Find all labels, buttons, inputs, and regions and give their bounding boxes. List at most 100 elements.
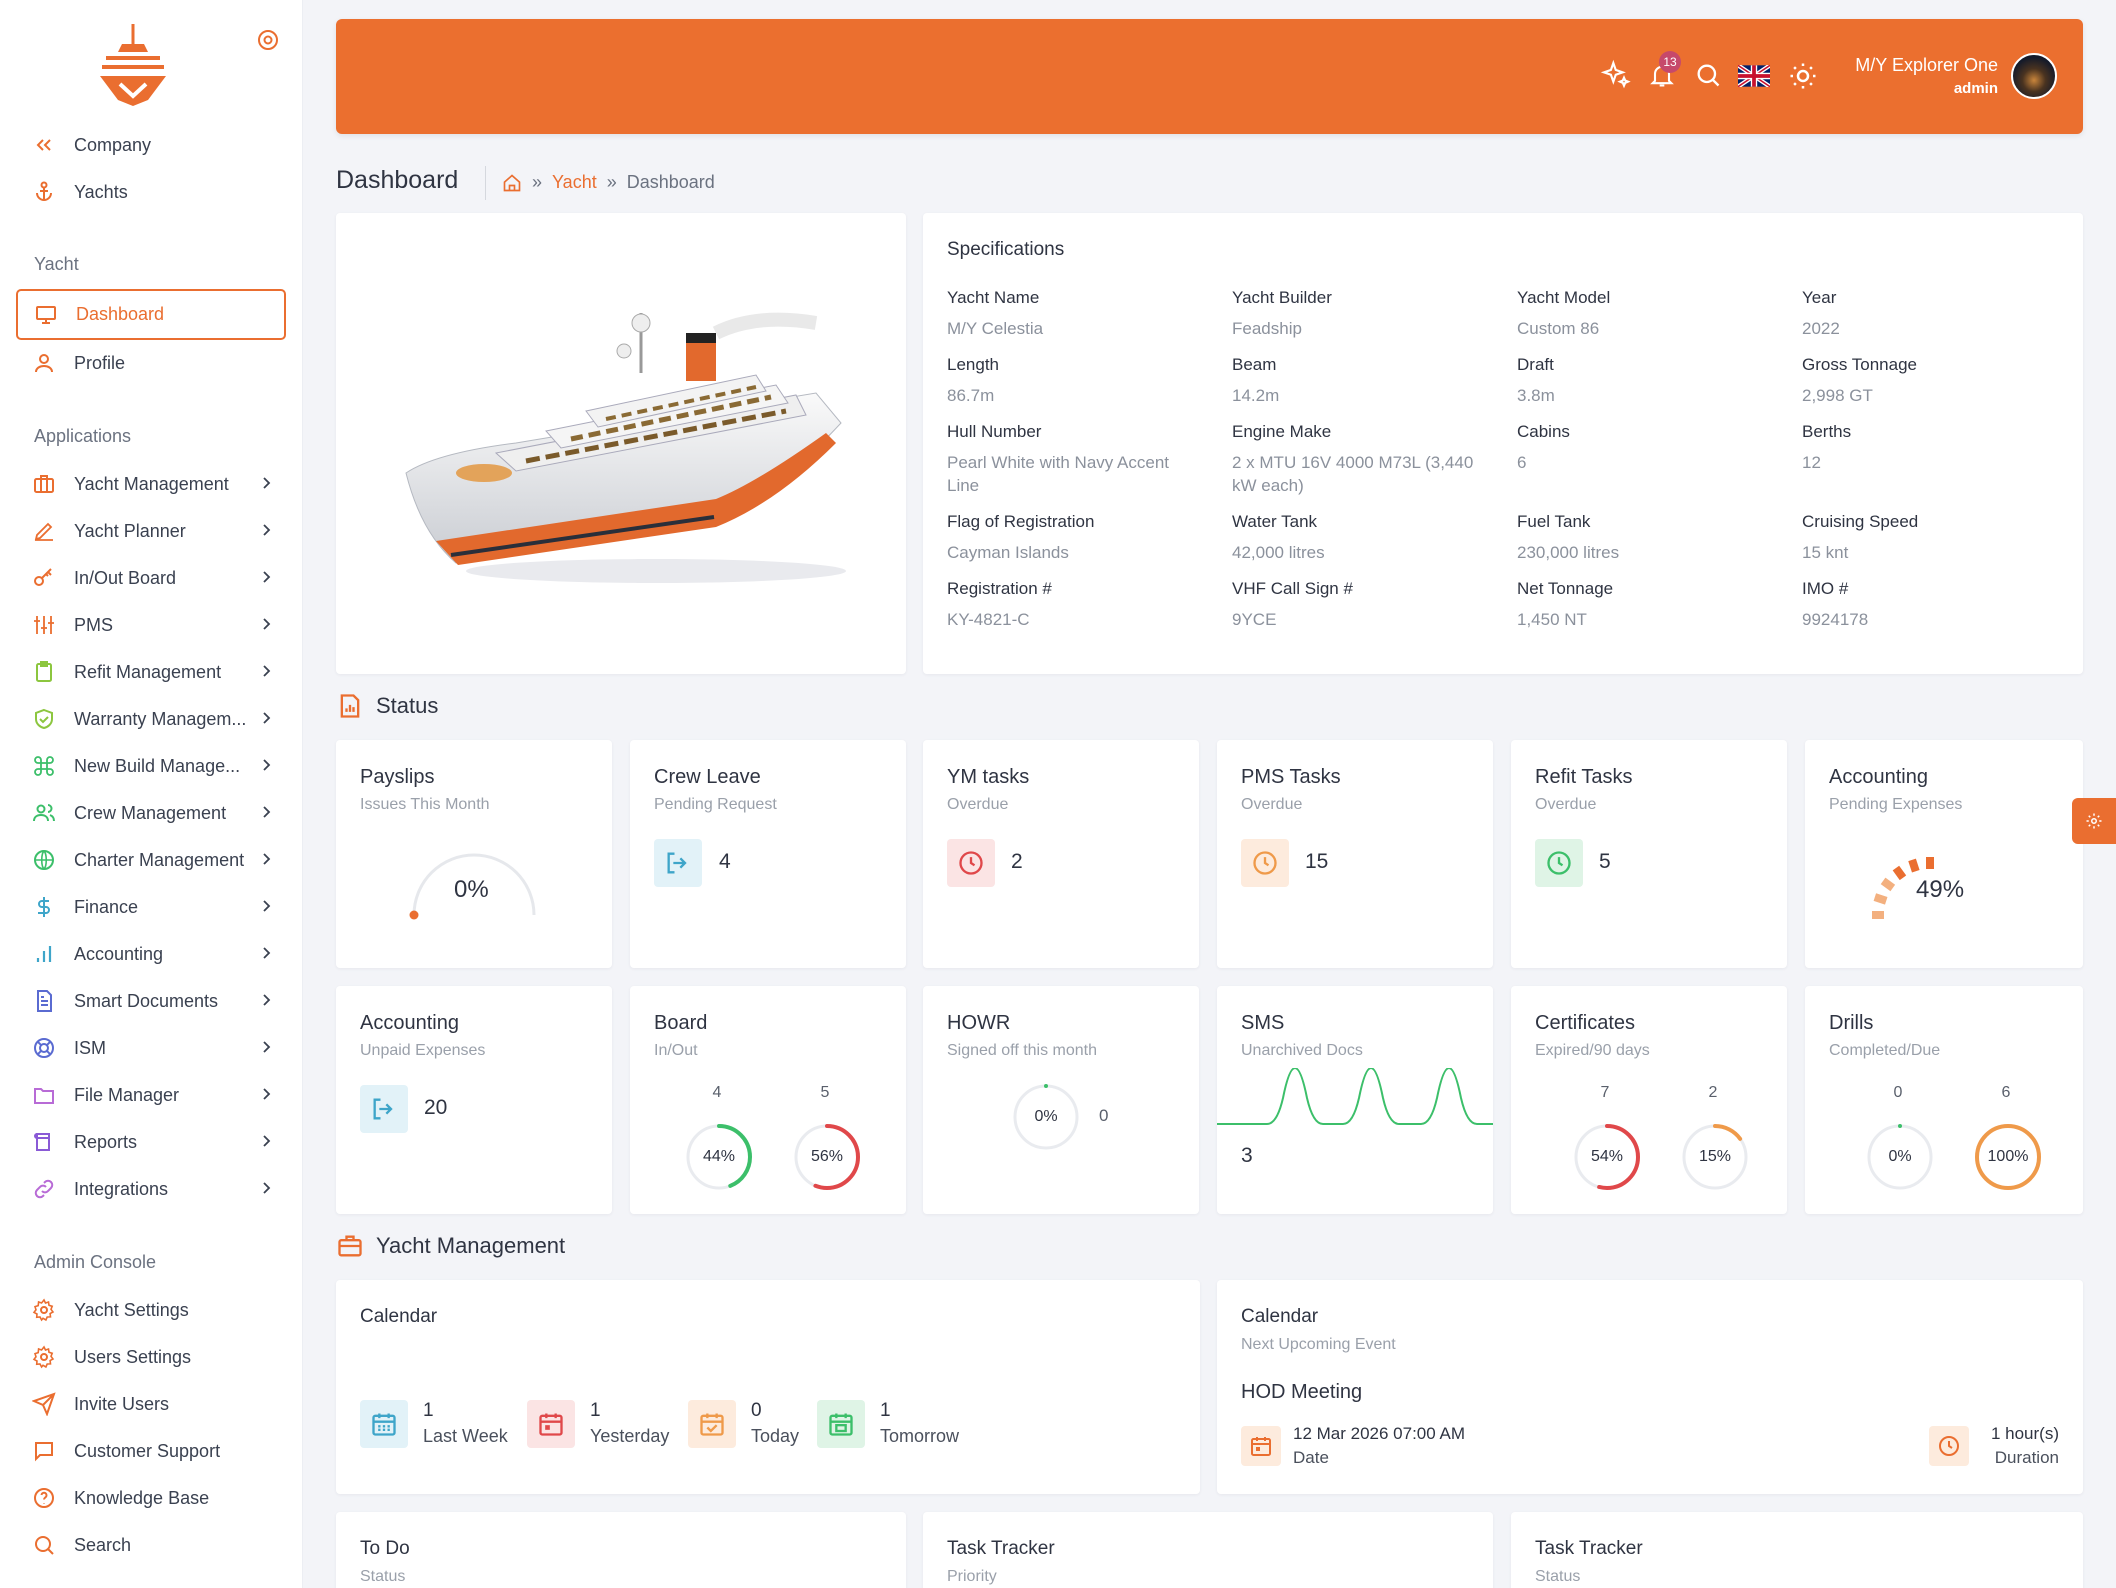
sidebar-item-yachts[interactable]: Yachts [16,169,286,215]
howr-card[interactable]: HOWR Signed off this month 0% 0 [923,986,1199,1214]
spec-value: 3.8m [1517,386,1555,405]
top-header: 13 M/Y Explorer One admin [336,19,2083,134]
spec-label: VHF Call Sign # [1232,579,1353,598]
card-subtitle: Status [1535,1568,1581,1585]
yacht-management-section-title: Yacht Management [336,1232,565,1260]
sidebar-item-file-manager[interactable]: File Manager [16,1072,286,1118]
sidebar-item-label: Crew Management [74,802,227,823]
task-tracker-status-card[interactable]: Task Tracker Status [1511,1512,2083,1588]
card-title: YM tasks [947,766,1030,788]
pms-tasks-card[interactable]: PMS Tasks Overdue 15 [1217,740,1493,968]
clock-icon [1929,1426,1969,1466]
sidebar-item-integrations[interactable]: Integrations [16,1166,286,1212]
sidebar-item-pms[interactable]: PMS [16,602,286,648]
sidebar-item-yacht-planner[interactable]: Yacht Planner [16,508,286,554]
sidebar-item-label: Customer Support [74,1440,221,1461]
spec-value: 15 knt [1802,543,1849,562]
sidebar-item-in-out-board[interactable]: In/Out Board [16,555,286,601]
sidebar-item-dashboard[interactable]: Dashboard [16,289,286,340]
board-card[interactable]: Board In/Out 4 5 44% 56% [630,986,906,1214]
sidebar-pin-icon[interactable] [256,28,280,52]
spec-label: Gross Tonnage [1802,355,1917,374]
sidebar-item-accounting[interactable]: Accounting [16,931,286,977]
calendar-check-icon [688,1400,736,1448]
search-icon[interactable] [1694,61,1722,89]
task-tracker-priority-card[interactable]: Task Tracker Priority [923,1512,1493,1588]
sidebar-item-reports[interactable]: Reports [16,1119,286,1165]
sms-card[interactable]: SMS Unarchived Docs 3 [1217,986,1493,1214]
spec-label: Berths [1802,422,1852,441]
sidebar-item-customer-support[interactable]: Customer Support [16,1428,286,1474]
card-title: Payslips [360,766,435,788]
sparkles-icon[interactable] [1600,59,1632,91]
gear-icon [32,1298,55,1322]
accounting-pending-card[interactable]: Accounting Pending Expenses 49% [1805,740,2083,968]
sidebar-item-search[interactable]: Search [16,1522,286,1568]
sidebar-item-users-settings[interactable]: Users Settings [16,1334,286,1380]
spec-value: Pearl White with Navy Accent Line [947,453,1170,495]
spec-label: Fuel Tank [1517,512,1591,531]
sidebar-item-company[interactable]: Company [16,122,286,168]
sidebar-item-invite-users[interactable]: Invite Users [16,1381,286,1427]
briefcase-icon [34,475,54,493]
sidebar-item-refit-management[interactable]: Refit Management [16,649,286,695]
specifications-title: Specifications [947,239,1065,260]
ym-tasks-card[interactable]: YM tasks Overdue 2 [923,740,1199,968]
chevron-right-icon [263,900,271,912]
chevron-right-icon [263,712,271,724]
theme-settings-button[interactable] [2072,798,2116,844]
specifications-card: Specifications Yacht Name M/Y Celestia Yac… [923,213,2083,674]
accounting-unpaid-card[interactable]: Accounting Unpaid Expenses 20 [336,986,612,1214]
sun-icon[interactable] [1788,61,1818,91]
anchor-icon [36,181,52,201]
sidebar-item-label: Accounting [74,943,164,964]
sidebar-item-warranty-managem[interactable]: Warranty Managem... [16,696,286,742]
sidebar-item-yacht-settings[interactable]: Yacht Settings [16,1287,286,1333]
spec-value: 2022 [1802,319,1840,338]
payslips-card[interactable]: Payslips Issues This Month 0% [336,740,612,968]
breadcrumb-yacht[interactable]: Yacht [552,172,597,192]
uk-flag-icon[interactable] [1738,65,1770,87]
sidebar-item-charter-management[interactable]: Charter Management [16,837,286,883]
sidebar-item-ism[interactable]: ISM [16,1025,286,1071]
sidebar-item-label: Smart Documents [74,990,219,1011]
event-name: HOD Meeting [1241,1381,1363,1403]
card-subtitle: Unarchived Docs [1241,1042,1363,1059]
card-subtitle: In/Out [654,1042,698,1059]
avatar[interactable] [2011,53,2057,99]
yacht-image-card [336,213,906,674]
event-date: 12 Mar 2026 07:00 AM [1293,1424,1466,1443]
brand-logo[interactable] [98,22,168,108]
card-subtitle: Pending Request [654,796,777,813]
sidebar-item-crew-management[interactable]: Crew Management [16,790,286,836]
sidebar-item-label: Users Settings [74,1346,192,1367]
certificates-card[interactable]: Certificates Expired/90 days 7 2 54% 15% [1511,986,1787,1214]
sidebar-item-yacht-management[interactable]: Yacht Management [16,461,286,507]
sidebar-item-smart-documents[interactable]: Smart Documents [16,978,286,1024]
todo-card[interactable]: To Do Status [336,1512,906,1588]
sms-value: 3 [1241,1144,1253,1167]
card-title: Crew Leave [654,766,761,788]
spec-label: Cabins [1517,422,1570,441]
gauge-segment [1873,893,1888,905]
refit-tasks-card[interactable]: Refit Tasks Overdue 5 [1511,740,1787,968]
card-subtitle: Completed/Due [1829,1042,1941,1059]
sidebar-item-knowledge-base[interactable]: Knowledge Base [16,1475,286,1521]
payslips-value: 0% [454,876,489,903]
crew-leave-card[interactable]: Crew Leave Pending Request 4 [630,740,906,968]
sidebar-item-finance[interactable]: Finance [16,884,286,930]
spec-value: 2,998 GT [1802,386,1873,405]
sidebar-item-label: Integrations [74,1178,169,1199]
sidebar-item-new-build-manage[interactable]: New Build Manage... [16,743,286,789]
home-icon[interactable] [502,173,522,193]
progress-ring [794,1124,860,1190]
drills-card[interactable]: Drills Completed/Due 0 6 0% 100% [1805,986,2083,1214]
sidebar-item-profile[interactable]: Profile [16,340,286,386]
chevron-right-icon [263,477,271,489]
card-title: Certificates [1535,1012,1636,1034]
calendar-summary-card[interactable]: Calendar 1 Last Week 1 Yesterday 0 Today… [336,1280,1200,1494]
refit-tasks-value: 5 [1599,850,1611,873]
next-event-card[interactable]: Calendar Next Upcoming Event HOD Meeting… [1217,1280,2083,1494]
user-menu[interactable]: M/Y Explorer One admin [1855,55,1998,97]
card-subtitle: Issues This Month [360,796,490,813]
